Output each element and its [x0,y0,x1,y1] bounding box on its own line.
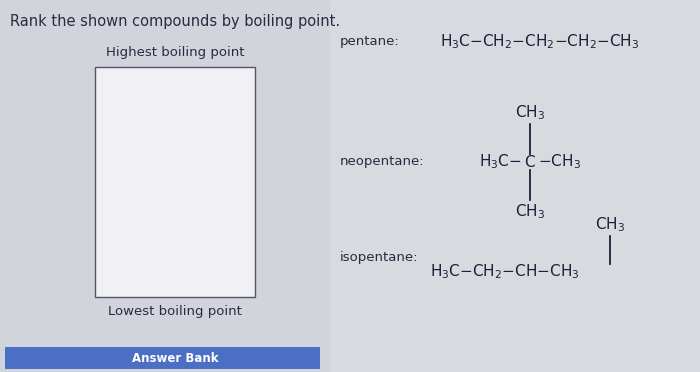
Text: $\mathsf{CH_3}$: $\mathsf{CH_3}$ [515,103,545,122]
Text: $\mathsf{CH_3}$: $\mathsf{CH_3}$ [595,215,625,234]
Text: Lowest boiling point: Lowest boiling point [108,305,242,318]
Text: $\mathsf{{-}CH_3}$: $\mathsf{{-}CH_3}$ [538,153,581,171]
Text: $\mathsf{H_3C{-}}$: $\mathsf{H_3C{-}}$ [480,153,522,171]
Text: $\mathsf{H_3C{-}CH_2{-}CH_2{-}CH_2{-}CH_3}$: $\mathsf{H_3C{-}CH_2{-}CH_2{-}CH_2{-}CH_… [440,33,639,51]
Text: $\mathsf{CH_3}$: $\mathsf{CH_3}$ [515,202,545,221]
Text: pentane:: pentane: [340,35,400,48]
Text: Highest boiling point: Highest boiling point [106,46,244,59]
Text: neopentane:: neopentane: [340,155,425,169]
Text: $\mathsf{C}$: $\mathsf{C}$ [524,154,536,170]
Bar [0,0,330,372]
Bar [5,347,320,369]
Text: Answer Bank: Answer Bank [132,352,218,365]
Text: Rank the shown compounds by boiling point.: Rank the shown compounds by boiling poin… [10,14,340,29]
Bar [330,0,700,372]
Bar [95,67,255,297]
Text: isopentane:: isopentane: [340,250,419,263]
Text: $\mathsf{H_3C{-}CH_2{-}CH{-}CH_3}$: $\mathsf{H_3C{-}CH_2{-}CH{-}CH_3}$ [430,263,580,281]
